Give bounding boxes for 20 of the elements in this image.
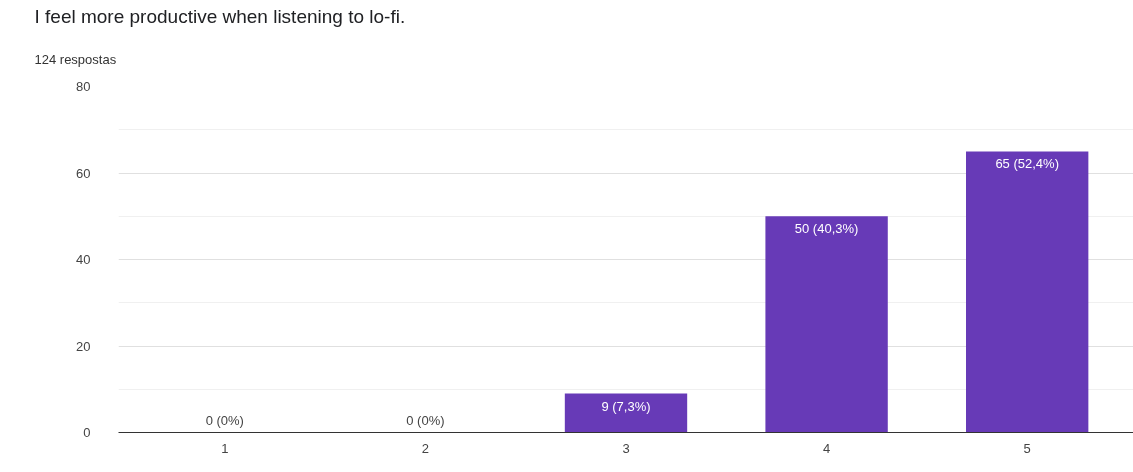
chart-title: I feel more productive when listening to lo-fi.	[34, 5, 406, 27]
x-tick-label: 2	[421, 440, 430, 456]
x-tick-label: 4	[822, 440, 831, 456]
y-tick-label: 20	[76, 338, 91, 354]
x-tick-label: 5	[1023, 440, 1031, 456]
y-tick-label: 0	[83, 425, 91, 440]
data-label: 65 (52,4%)	[995, 156, 1059, 172]
y-tick-label: 40	[76, 252, 91, 267]
chart-subtitle: 124 respostas	[34, 51, 117, 67]
y-tick-label: 60	[76, 165, 91, 181]
bar	[765, 216, 888, 433]
data-label: 9 (7,3%)	[601, 398, 651, 414]
bar	[564, 393, 688, 433]
y-tick-label: 80	[76, 79, 91, 94]
data-label: 50 (40,3%)	[794, 221, 859, 237]
bar	[966, 151, 1089, 433]
data-label: 0 (0%)	[406, 412, 445, 428]
data-label: 0 (0%)	[205, 412, 244, 428]
x-tick-label: 3	[622, 440, 630, 456]
x-tick-label: 1	[221, 440, 229, 456]
